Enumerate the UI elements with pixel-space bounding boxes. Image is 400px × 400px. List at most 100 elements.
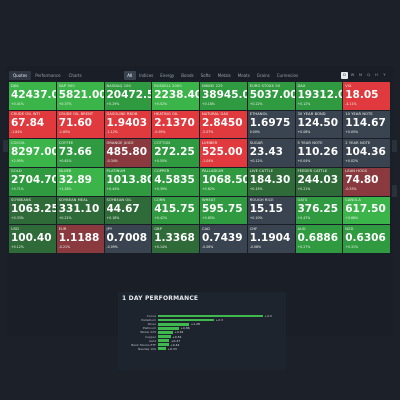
range-half[interactable]: H (375, 73, 378, 77)
quote-tile[interactable]: EURO STOXX 50 5037.00 +0.22% (247, 82, 295, 110)
category-grains[interactable]: Grains (256, 72, 270, 78)
category-energy[interactable]: Energy (160, 72, 175, 78)
quote-tile[interactable]: JPY 0.7008 -0.09% (104, 225, 152, 253)
quote-tile-price: 0.7008 (106, 231, 148, 244)
quote-tile[interactable]: USD 100.40 +0.12% (9, 225, 56, 253)
quote-tile[interactable]: PALLADIUM 1068.50 +0.62% (200, 167, 247, 196)
quote-tile[interactable]: EUR 1.1188 -0.21% (56, 225, 104, 253)
performance-label: Nasdaq 100 (138, 346, 156, 351)
quote-tile-change: +2.95% (11, 158, 24, 163)
quote-tile-change: +0.02% (345, 158, 359, 163)
quote-tile[interactable]: HEATING OIL 2.1370 -0.95% (152, 110, 199, 139)
performance-label: Bank Stocks ETF (131, 342, 156, 347)
range-week[interactable]: W (350, 73, 355, 77)
quote-tile[interactable]: GASOLINE RBOB 1.9403 -1.12% (104, 110, 152, 139)
quote-tile-name: SOYBEANS (11, 198, 32, 203)
category-currencies[interactable]: Currencies (276, 72, 299, 78)
quote-tile[interactable]: SOYBEAN OIL 44.67 +0.18% (104, 196, 152, 225)
quote-tile[interactable]: SOYBEANS 1063.25 +0.33% (9, 196, 56, 225)
quote-tile[interactable]: VIX 18.05 -4.11% (343, 82, 390, 110)
quote-tile-price: 100.40 (11, 231, 52, 244)
quote-tile[interactable]: GOLD 2704.70 +0.71% (9, 167, 56, 196)
range-month[interactable]: M (358, 73, 363, 77)
quote-tile[interactable]: NZD 0.6306 +0.31% (343, 225, 390, 253)
quote-tile[interactable]: CORN 415.75 +0.42% (152, 196, 199, 225)
quote-tile[interactable]: AUD 0.6886 +0.27% (295, 225, 343, 253)
performance-row: Nasdaq 100 +0.33 (118, 347, 286, 351)
category-bonds[interactable]: Bonds (181, 72, 194, 78)
quote-tile[interactable]: ORANGE JUICE 485.80 -0.34% (104, 139, 152, 167)
right-side-tab-bottom[interactable] (392, 185, 397, 197)
quote-tile-name: COCOA (11, 140, 25, 145)
quote-tile-price: 376.25 (297, 203, 339, 216)
quote-tile[interactable]: LUMBER 525.00 -1.04% (200, 139, 247, 167)
quote-tile[interactable]: LEAN HOGS 74.80 -0.53% (343, 167, 390, 196)
tab-performance[interactable]: Performance (35, 72, 61, 78)
quote-tile[interactable]: 10 YEAR NOTE 114.67 +0.05% (343, 110, 390, 139)
category-softs[interactable]: Softs (200, 72, 211, 78)
quote-tile[interactable]: PLATINUM 1013.80 +0.44% (104, 167, 152, 196)
quote-tile[interactable]: ROUGH RICE 15.15 +0.10% (247, 196, 295, 225)
quote-tile[interactable]: SILVER 32.89 +1.28% (56, 167, 104, 196)
tab-charts[interactable]: Charts (68, 72, 82, 78)
quote-tile[interactable]: COFFEE 73.66 +0.61% (56, 139, 104, 167)
range-year[interactable]: Y (383, 73, 386, 77)
category-indices[interactable]: Indices (139, 72, 154, 78)
quote-tile-price: 74.80 (345, 174, 379, 187)
quote-tile[interactable]: CANOLA 617.50 +0.68% (343, 196, 390, 225)
quote-tile[interactable]: FEEDER CATTLE 244.03 +0.21% (295, 167, 343, 196)
category-all[interactable]: All (123, 70, 136, 80)
quote-tile-name: RUSSELL 2000 (154, 83, 182, 88)
quote-tile-change: -2.07% (202, 130, 214, 135)
quote-tile[interactable]: CRUDE OIL WTI 67.84 -1.84% (9, 110, 56, 139)
quote-tile-name: CRUDE OIL BRENT (58, 112, 94, 117)
quote-tile[interactable]: CHF 1.1904 -0.08% (247, 225, 295, 253)
quote-tile[interactable]: LIVE CATTLE 184.30 +0.15% (247, 167, 295, 196)
quote-tile[interactable]: COPPER 4.5835 +0.39% (152, 167, 199, 196)
tab-quotes[interactable]: Quotes (9, 70, 32, 80)
quote-tile[interactable]: S&P 500 5821.00 +0.37% (56, 82, 104, 110)
quote-tile[interactable]: ETHANOL 1.6975 0.00% (247, 110, 295, 139)
range-selector: D W M Q H Y (341, 69, 388, 81)
quote-tile[interactable]: 30 YEAR BOND 124.50 +0.08% (295, 110, 343, 139)
range-day[interactable]: D (341, 71, 348, 79)
quote-tile[interactable]: RUSSELL 2000 2238.40 +0.52% (152, 82, 199, 110)
quote-tile[interactable]: SOYBEAN MEAL 331.10 +0.21% (56, 196, 104, 225)
category-metals[interactable]: Metals (217, 72, 231, 78)
quote-tile-change: +0.41% (11, 101, 24, 106)
quote-tile[interactable]: OATS 376.25 +0.47% (295, 196, 343, 225)
quote-tile[interactable]: CRUDE OIL BRENT 71.60 -1.65% (56, 110, 104, 139)
quote-tile-name: SILVER (58, 169, 72, 174)
quote-tile[interactable]: GBP 1.3368 +0.14% (152, 225, 199, 253)
quote-tile-change: +0.44% (106, 187, 120, 192)
quote-tile-price: 2.1370 (154, 117, 195, 130)
quote-tile-name: AUD (297, 226, 306, 231)
quote-tile-name: PLATINUM (106, 169, 126, 174)
category-meats[interactable]: Meats (237, 72, 250, 78)
quote-tile-name: GOLD (11, 169, 22, 174)
quote-tile-name: NIKKEI 225 (202, 83, 223, 88)
quote-tile[interactable]: 5 YEAR NOTE 110.26 +0.04% (295, 139, 343, 167)
quote-tile-name: VIX (345, 83, 352, 88)
left-side-tab[interactable] (3, 140, 8, 152)
right-side-tab-top[interactable] (392, 140, 397, 152)
quote-tile[interactable]: NATURAL GAS 2.8450 -2.07% (200, 110, 247, 139)
quote-tile[interactable]: COCOA 8297.00 +2.95% (9, 139, 56, 167)
quote-tile-name: GBP (154, 226, 162, 231)
quote-tile-change: +0.12% (11, 244, 24, 249)
quote-tile[interactable]: CAD 0.7439 -0.06% (200, 225, 247, 253)
performance-bar (158, 343, 169, 347)
quote-tile-change: -0.08% (249, 244, 262, 249)
quote-tile-price: 2238.40 (154, 88, 199, 101)
quote-tile[interactable]: WHEAT 595.75 +0.85% (200, 196, 247, 225)
range-quarter[interactable]: Q (367, 73, 370, 77)
quote-tile[interactable]: 2 YEAR NOTE 104.36 +0.02% (343, 139, 390, 167)
quote-tile[interactable]: COTTON 272.25 +0.55% (152, 139, 199, 167)
quote-tile-change: -0.06% (202, 244, 214, 249)
performance-bar (158, 314, 263, 318)
quote-tile[interactable]: SUGAR 23.43 +0.12% (247, 139, 295, 167)
